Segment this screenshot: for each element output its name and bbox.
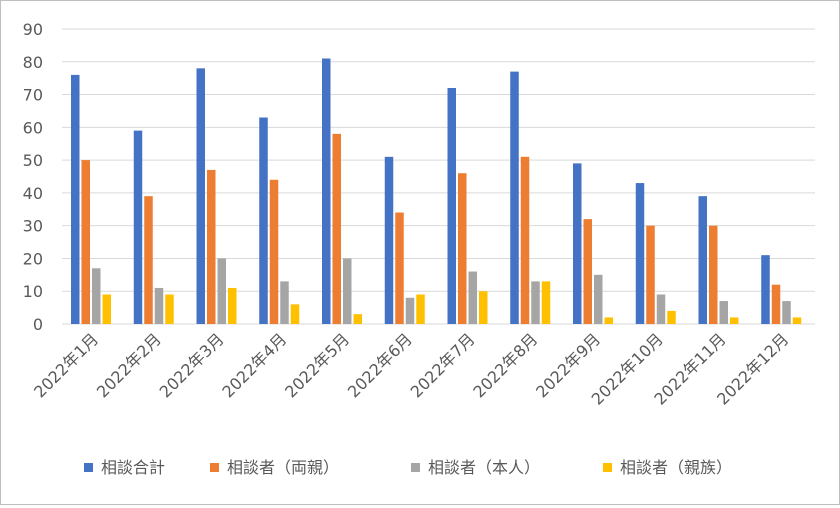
x-axis: 2022年1月2022年2月2022年3月2022年4月2022年5月2022年… bbox=[30, 329, 792, 408]
x-tick-label: 2022年3月 bbox=[156, 329, 228, 401]
bar bbox=[635, 183, 645, 324]
bar bbox=[154, 287, 164, 324]
y-tick-label: 70 bbox=[23, 86, 43, 105]
bar bbox=[280, 281, 289, 324]
bar bbox=[458, 173, 467, 324]
bar bbox=[782, 301, 791, 324]
bar bbox=[207, 169, 216, 324]
y-tick-label: 80 bbox=[23, 53, 43, 72]
bar bbox=[541, 281, 551, 324]
bar bbox=[395, 212, 404, 324]
bar bbox=[259, 117, 268, 324]
bar bbox=[771, 284, 781, 324]
bar bbox=[604, 317, 613, 324]
legend-swatch bbox=[411, 463, 420, 472]
bar bbox=[594, 274, 603, 324]
y-tick-label: 40 bbox=[23, 184, 43, 203]
bar bbox=[646, 225, 655, 324]
bar bbox=[468, 271, 477, 324]
x-tick-label: 2022年4月 bbox=[218, 329, 290, 401]
bar bbox=[405, 297, 415, 324]
bar bbox=[730, 317, 739, 324]
bar bbox=[165, 294, 174, 324]
bar bbox=[353, 314, 362, 324]
bar bbox=[761, 255, 770, 324]
y-tick-label: 90 bbox=[23, 20, 43, 39]
y-tick-label: 50 bbox=[23, 151, 43, 170]
bar bbox=[322, 58, 331, 324]
y-axis: 0 10 20 30 40 50 60 70 80 90 bbox=[23, 20, 43, 334]
bar bbox=[510, 71, 519, 324]
x-tick-label: 2022年1月 bbox=[30, 329, 102, 401]
x-tick-label: 2022年6月 bbox=[344, 329, 416, 401]
x-tick-label: 2022年8月 bbox=[469, 329, 541, 401]
y-tick-label: 0 bbox=[33, 315, 43, 334]
legend: 相談合計 相談者（両親） 相談者（本人） 相談者（親族） bbox=[84, 458, 732, 477]
y-tick-label: 30 bbox=[23, 217, 43, 236]
bar bbox=[269, 179, 279, 324]
bar bbox=[583, 219, 592, 324]
legend-label: 相談者（親族） bbox=[620, 458, 732, 477]
bar bbox=[196, 68, 205, 324]
bar bbox=[792, 317, 802, 324]
bar bbox=[92, 268, 101, 324]
bars bbox=[71, 58, 802, 324]
bar bbox=[447, 88, 456, 324]
legend-label: 相談合計 bbox=[101, 458, 165, 477]
bar bbox=[343, 258, 352, 324]
bar bbox=[698, 196, 707, 324]
bar bbox=[656, 294, 666, 324]
bar bbox=[709, 225, 718, 324]
bar bbox=[520, 156, 530, 324]
bar bbox=[133, 130, 143, 324]
legend-swatch bbox=[210, 463, 219, 472]
bar bbox=[228, 287, 237, 324]
bar bbox=[479, 291, 488, 324]
legend-label: 相談者（本人） bbox=[428, 458, 540, 477]
y-tick-label: 60 bbox=[23, 118, 43, 137]
bar bbox=[573, 163, 582, 324]
bar bbox=[71, 74, 80, 324]
legend-swatch bbox=[84, 463, 93, 472]
gridlines bbox=[62, 28, 815, 325]
bar bbox=[332, 133, 341, 324]
bar bbox=[667, 310, 676, 324]
y-tick-label: 10 bbox=[23, 282, 43, 301]
bar bbox=[217, 258, 226, 324]
legend-label: 相談者（両親） bbox=[227, 458, 339, 477]
bar bbox=[290, 304, 300, 324]
x-tick-label: 2022年5月 bbox=[281, 329, 353, 401]
bar bbox=[416, 294, 425, 324]
legend-swatch bbox=[603, 463, 612, 472]
y-tick-label: 20 bbox=[23, 249, 43, 268]
bar bbox=[102, 294, 111, 324]
bar bbox=[531, 281, 540, 324]
x-tick-label: 2022年2月 bbox=[93, 329, 165, 401]
bar bbox=[81, 160, 90, 324]
bar bbox=[144, 196, 153, 324]
bar bbox=[719, 301, 728, 324]
bar bbox=[384, 156, 394, 324]
x-tick-label: 2022年7月 bbox=[407, 329, 479, 401]
